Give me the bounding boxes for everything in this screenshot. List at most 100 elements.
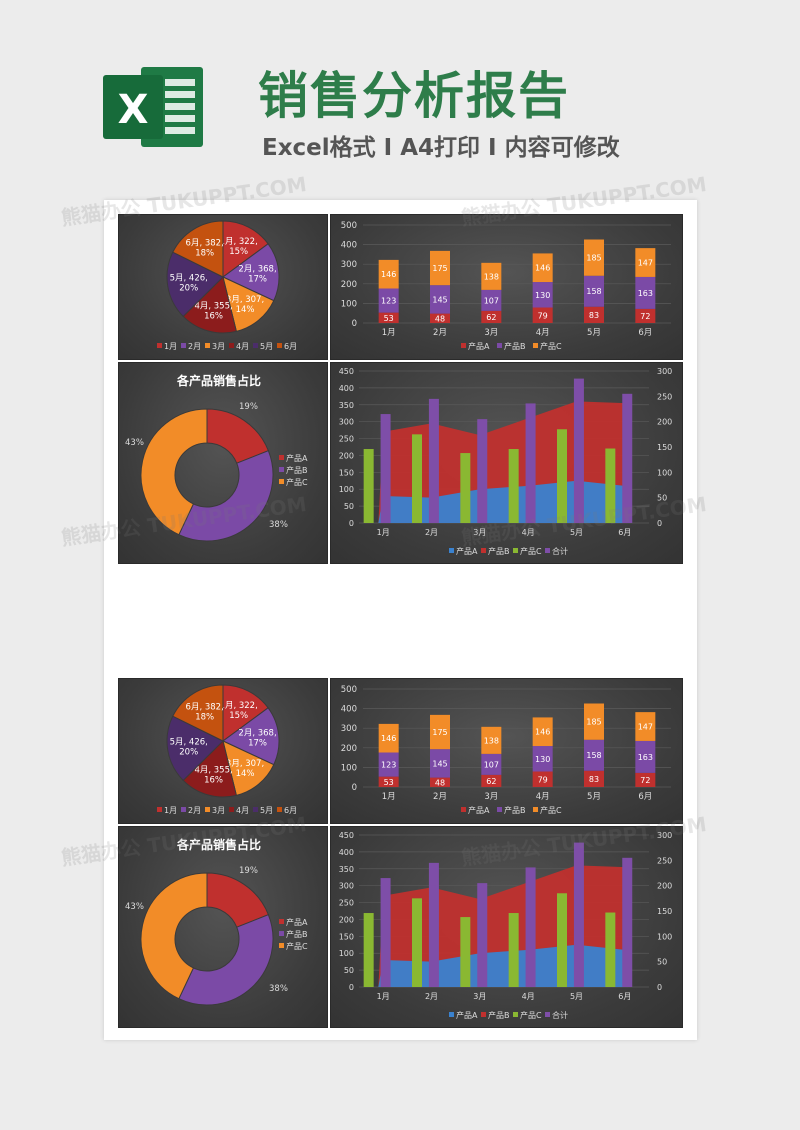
bar-segment	[532, 253, 553, 283]
legend-label: 产品B	[286, 929, 308, 939]
legend-label: 2月	[188, 806, 201, 815]
donut-percent-label: 38%	[269, 984, 288, 994]
stacked-bar-chart: 0 100 200 300 400 500 53 123 146 1月 48 145 175 2月 62 10…	[341, 221, 671, 351]
donut-percent-label: 19%	[239, 866, 258, 876]
y-tick-label: 500	[341, 221, 357, 231]
bar-segment	[430, 250, 450, 286]
product-donut-panel: 各产品销售占比 19% 38% 43% 产品A 产品B 产品C	[118, 826, 328, 1028]
legend-label: 产品A	[456, 1010, 478, 1020]
y-left-tick-label: 350	[339, 865, 354, 874]
bar-data-label: 145	[432, 759, 447, 768]
y-tick-label: 0	[352, 783, 357, 793]
pie-slice	[166, 715, 224, 782]
legend-label: 产品B	[504, 341, 526, 351]
legend-swatch	[279, 467, 284, 472]
combo-panel: 0 50 100 150 200 250 300 350 400 450 0 50 100 150 200 2…	[330, 826, 683, 1028]
bar-segment	[584, 770, 604, 787]
legend-swatch	[157, 807, 162, 812]
legend-label: 产品B	[286, 465, 308, 475]
y-left-tick-label: 50	[344, 502, 354, 511]
donut-title: 各产品销售占比	[176, 373, 261, 388]
bar-segment	[430, 285, 450, 314]
bar-total	[428, 398, 439, 523]
pie-slice	[222, 276, 275, 332]
month-pie-panel: 1月, 322, 15% 2月, 368, 17% 3月, 307, 14% 4月, 355…	[118, 214, 328, 360]
x-tick-label: 3月	[484, 792, 498, 802]
pie-percent-label: 17%	[248, 275, 267, 285]
x-tick-label: 3月	[484, 328, 498, 338]
excel-logo-icon: X	[103, 67, 203, 147]
y-left-tick-label: 0	[349, 519, 354, 528]
legend-swatch	[277, 343, 282, 348]
pie-percent-label: 14%	[236, 769, 255, 779]
legend-swatch	[205, 343, 210, 348]
page-subtitle: Excel格式 I A4打印 I 内容可修改	[262, 135, 620, 161]
y-right-tick-label: 50	[657, 958, 667, 967]
pie-percent-label: 20%	[179, 284, 198, 294]
donut-title: 各产品销售占比	[176, 837, 261, 852]
legend-swatch	[253, 343, 258, 348]
legend-label: 产品C	[540, 805, 562, 815]
bar-data-label: 83	[589, 311, 599, 320]
bar-segment	[635, 308, 656, 323]
bar-segment	[430, 313, 450, 323]
legend-swatch	[497, 343, 502, 348]
y-tick-label: 200	[341, 744, 357, 754]
y-left-tick-label: 400	[339, 848, 354, 857]
legend-label: 产品A	[286, 453, 308, 463]
legend-swatch	[533, 807, 538, 812]
bar-data-label: 185	[586, 718, 601, 727]
legend-label: 6月	[284, 806, 297, 815]
bar-segment	[532, 282, 553, 308]
x-tick-label: 4月	[522, 528, 535, 537]
legend-label: 6月	[284, 342, 297, 351]
legend-swatch	[181, 807, 186, 812]
pie-percent-label: 17%	[248, 739, 267, 749]
legend-label: 4月	[236, 342, 249, 351]
pie-slice	[182, 740, 237, 798]
x-tick-label: 1月	[377, 992, 390, 1001]
x-tick-label: 6月	[618, 992, 631, 1001]
bar-data-label: 72	[640, 312, 650, 321]
y-left-tick-label: 50	[344, 966, 354, 975]
y-right-tick-label: 0	[657, 983, 662, 992]
header: X 销售分析报告 Excel格式 I A4打印 I 内容可修改	[0, 0, 800, 180]
month-pie-chart: 1月, 322,15% 2月, 368,17% 3月, 307,14% 4月, 355…	[157, 220, 297, 351]
logo-letter: X	[118, 87, 149, 133]
y-tick-label: 100	[341, 299, 357, 309]
y-tick-label: 300	[341, 724, 357, 734]
y-right-tick-label: 300	[657, 831, 672, 840]
combo-chart: 0 50 100 150 200 250 300 350 400 450 0 50 100 150 200 2…	[339, 367, 673, 556]
pie-percent-label: 16%	[204, 775, 223, 785]
legend-label: 1月	[164, 806, 177, 815]
y-tick-label: 500	[341, 685, 357, 695]
page-title: 销售分析报告	[258, 67, 570, 125]
legend-swatch	[279, 943, 284, 948]
bar-segment	[378, 288, 399, 313]
product-donut-panel: 各产品销售占比 19% 38% 43% 产品A 产品B 产品C	[118, 362, 328, 564]
y-left-tick-label: 100	[339, 949, 354, 958]
pie-percent-label: 18%	[195, 249, 214, 259]
pie-data-label: 3月, 307,	[226, 295, 264, 305]
y-right-tick-label: 150	[657, 443, 672, 452]
legend-swatch	[253, 807, 258, 812]
x-tick-label: 5月	[570, 992, 583, 1001]
pie-slice	[222, 220, 269, 278]
y-left-tick-label: 450	[339, 831, 354, 840]
y-tick-label: 100	[341, 763, 357, 773]
bar-total	[622, 393, 633, 523]
bar-segment	[532, 717, 553, 747]
bar-productC	[557, 429, 567, 523]
pie-percent-label: 15%	[229, 247, 248, 257]
y-left-tick-label: 100	[339, 485, 354, 494]
y-left-tick-label: 350	[339, 401, 354, 410]
bar-segment	[378, 312, 399, 323]
bar-total	[573, 378, 584, 523]
bar-data-label: 130	[535, 755, 550, 764]
bar-total	[477, 419, 488, 523]
legend-swatch	[229, 807, 234, 812]
legend-label: 3月	[212, 806, 225, 815]
pie-data-label: 2月, 368,	[238, 265, 276, 275]
legend-swatch	[181, 343, 186, 348]
donut-slice	[178, 914, 274, 1006]
